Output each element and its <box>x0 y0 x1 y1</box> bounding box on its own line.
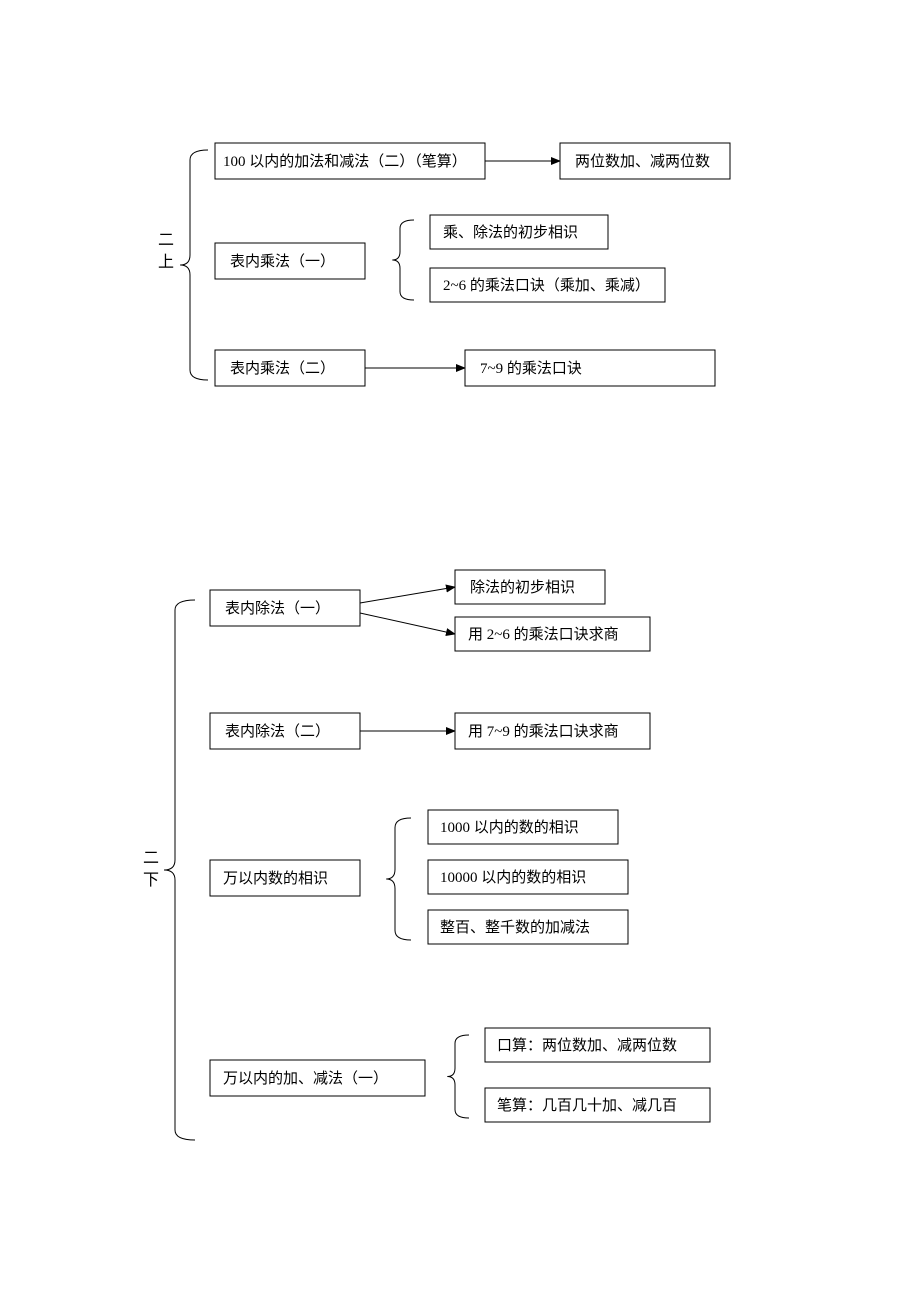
s1n3-label: 表内乘法（二） <box>230 360 335 377</box>
s2n1-arrow-1 <box>360 613 455 634</box>
s2n3-child-0-label: 1000 以内的数的相识 <box>440 819 579 836</box>
s1n2-brace <box>392 220 414 300</box>
sec1-title-char-0: 二 <box>158 232 174 249</box>
s2n2-label: 表内除法（二） <box>225 723 330 740</box>
s2n1-target-0-label: 除法的初步相识 <box>470 579 575 596</box>
s1n1-label: 100 以内的加法和减法（二）（笔算） <box>223 152 467 170</box>
s1n3-target-0-label: 7~9 的乘法口诀 <box>480 360 582 377</box>
s2n1-target-1-label: 用 2~6 的乘法口诀求商 <box>468 626 619 643</box>
s1n2-child-1-label: 2~6 的乘法口诀（乘加、乘减） <box>443 277 650 294</box>
sec2-title-char-1: 下 <box>143 872 159 889</box>
s1n2-label: 表内乘法（一） <box>230 253 335 270</box>
sec2-brace <box>164 600 195 1140</box>
s2n1-label: 表内除法（一） <box>225 600 330 617</box>
s2n4-brace <box>447 1035 469 1118</box>
s2n4-child-1-label: 笔算：几百几十加、减几百 <box>497 1096 677 1114</box>
s1n2-child-0-label: 乘、除法的初步相识 <box>443 224 578 241</box>
s2n4-child-0-label: 口算：两位数加、减两位数 <box>497 1036 677 1054</box>
s2n3-brace <box>386 818 411 940</box>
s2n2-target-0-label: 用 7~9 的乘法口诀求商 <box>468 723 619 740</box>
s2n1-arrow-0 <box>360 587 455 603</box>
s2n4-label: 万以内的加、减法（一） <box>223 1070 388 1087</box>
s2n3-label: 万以内数的相识 <box>223 870 328 887</box>
s2n3-child-1-label: 10000 以内的数的相识 <box>440 869 586 886</box>
sec1-brace <box>180 150 208 380</box>
s2n3-child-2-label: 整百、整千数的加减法 <box>440 919 590 936</box>
s1n1-target-0-label: 两位数加、减两位数 <box>575 153 710 170</box>
sec1-title-char-1: 上 <box>158 253 174 271</box>
sec2-title-char-0: 二 <box>143 850 159 867</box>
